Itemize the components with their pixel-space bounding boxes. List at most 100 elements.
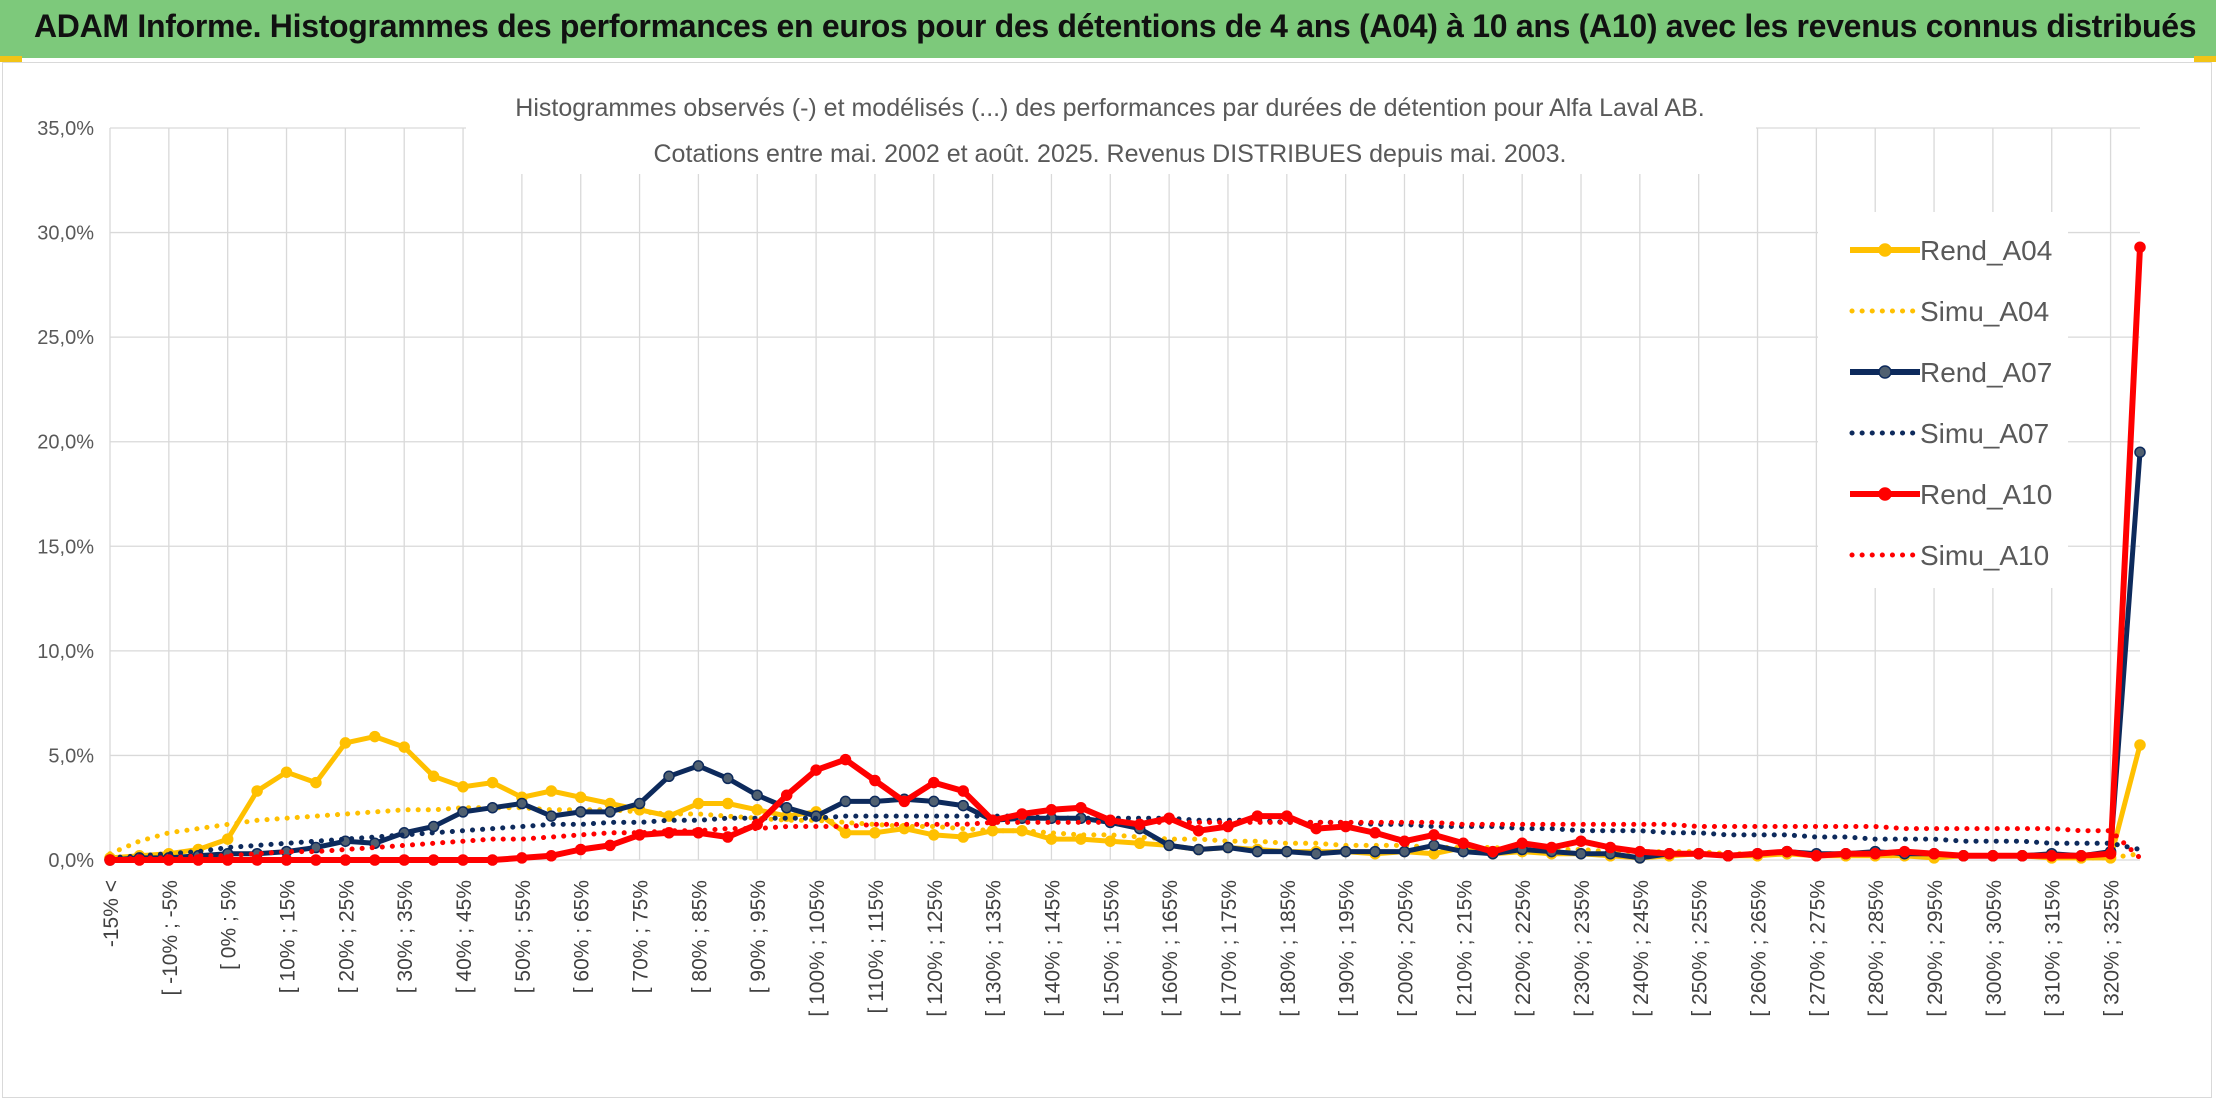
x-tick-label: [ 70% ; 75% xyxy=(630,880,653,993)
data-point xyxy=(457,854,469,866)
y-tick-label: 35,0% xyxy=(37,118,94,140)
data-point xyxy=(751,789,763,801)
chart-grid xyxy=(109,127,2140,861)
data-point xyxy=(1575,835,1587,847)
x-tick-label: [ 270% ; 275% xyxy=(1806,880,1829,1017)
x-tick-label: [ 280% ; 285% xyxy=(1865,880,1888,1017)
data-point xyxy=(869,774,881,787)
data-point xyxy=(722,797,734,810)
y-axis-ticks: 0,0% 5,0% 10,0% 15,0% 20,0% 25,0% 30,0% 35,0% xyxy=(37,118,94,872)
data-point xyxy=(1369,827,1381,839)
x-tick-label: [ 220% ; 225% xyxy=(1512,880,1535,1017)
x-tick-label: [ 230% ; 235% xyxy=(1571,880,1594,1017)
data-point xyxy=(1192,843,1205,856)
data-point xyxy=(1339,845,1352,858)
x-tick-label: [ 40% ; 45% xyxy=(453,880,476,993)
x-tick-label: [ 10% ; 15% xyxy=(277,880,300,993)
report-title: ADAM Informe. Histogrammes des performan… xyxy=(34,8,2197,44)
data-point xyxy=(457,806,469,818)
data-point xyxy=(1898,845,1911,858)
data-point xyxy=(1222,841,1234,854)
x-tick-label: [ 110% ; 115% xyxy=(865,880,888,1013)
data-point xyxy=(1516,837,1528,850)
chart-title: Histogrammes observés (-) et modélisés (… xyxy=(515,94,1704,122)
legend-item: Rend_A07 xyxy=(1850,357,2052,388)
data-point xyxy=(1545,841,1558,854)
y-tick-label: 30,0% xyxy=(37,223,94,245)
data-point xyxy=(839,795,852,808)
legend-label: Simu_A04 xyxy=(1920,296,2049,327)
chart-subtitle: Cotations entre mai. 2002 et août. 2025.… xyxy=(653,140,1566,168)
data-point xyxy=(692,760,705,772)
data-point xyxy=(280,766,293,778)
legend-marker xyxy=(1878,487,1892,501)
data-point xyxy=(1987,850,1999,862)
x-tick-label: [ 0% ; 5% xyxy=(218,880,241,970)
data-point xyxy=(280,854,293,866)
data-point xyxy=(1310,822,1322,835)
y-tick-label: 15,0% xyxy=(37,536,94,558)
data-point xyxy=(1692,847,1705,860)
legend-background xyxy=(1818,212,2068,588)
legend-item: Rend_A10 xyxy=(1850,479,2052,510)
data-point xyxy=(1075,801,1087,814)
data-point xyxy=(957,831,969,843)
x-tick-label: [ 200% ; 205% xyxy=(1394,880,1417,1017)
data-point xyxy=(2134,241,2146,253)
data-point xyxy=(1251,845,1264,858)
x-tick-label: [ 320% ; 325% xyxy=(2101,880,2124,1017)
data-point xyxy=(780,801,793,814)
data-point xyxy=(486,776,499,789)
data-point xyxy=(369,730,381,743)
data-point xyxy=(339,854,352,866)
legend-item: Simu_A04 xyxy=(1849,296,2049,327)
data-point xyxy=(1751,847,1764,860)
data-point xyxy=(516,852,528,864)
data-point xyxy=(574,843,587,856)
data-point xyxy=(1634,845,1646,858)
data-point xyxy=(310,854,322,866)
chart-legend: Rend_A04 Simu_A04 Rend_A07 Simu_A07 Rend_A10… xyxy=(1818,212,2068,588)
data-point xyxy=(1428,829,1440,841)
data-point xyxy=(574,791,587,804)
data-point xyxy=(1781,845,1793,858)
data-point xyxy=(1369,845,1381,858)
x-tick-label: [ -10% ; -5% xyxy=(159,880,182,996)
x-tick-label: [ 130% ; 135% xyxy=(983,880,1006,1017)
x-tick-label: [ 180% ; 185% xyxy=(1277,880,1300,1017)
x-tick-label: [ 250% ; 255% xyxy=(1689,880,1712,1017)
data-point xyxy=(545,810,558,822)
data-point xyxy=(1398,845,1411,858)
x-tick-label: [ 50% ; 55% xyxy=(512,880,535,993)
y-tick-label: 20,0% xyxy=(37,432,94,454)
legend-item: Simu_A07 xyxy=(1849,418,2049,449)
data-point xyxy=(1133,837,1146,850)
x-tick-label: [ 210% ; 215% xyxy=(1453,880,1476,1017)
data-point xyxy=(722,772,734,785)
data-point xyxy=(1192,824,1205,837)
x-tick-label: [ 170% ; 175% xyxy=(1218,880,1241,1017)
x-tick-label: [ 80% ; 85% xyxy=(688,880,711,993)
data-point xyxy=(1045,804,1058,816)
data-point xyxy=(339,737,352,749)
x-tick-label: [ 150% ; 155% xyxy=(1100,880,1123,1017)
legend-label: Rend_A04 xyxy=(1920,235,2052,266)
chart-frame xyxy=(2,62,2212,1098)
data-point xyxy=(2134,446,2146,458)
y-tick-label: 5,0% xyxy=(48,745,94,767)
data-point xyxy=(869,827,881,839)
chart-series xyxy=(104,241,2146,866)
legend-marker xyxy=(1878,365,1892,379)
data-point xyxy=(486,801,499,814)
data-point xyxy=(1398,835,1411,847)
data-point xyxy=(604,806,616,818)
data-point xyxy=(928,795,940,808)
series-Rend_A10 xyxy=(104,241,2146,866)
y-tick-label: 0,0% xyxy=(48,850,94,872)
x-tick-label: [ 90% ; 95% xyxy=(747,880,770,993)
legend-marker xyxy=(1878,243,1892,257)
data-point xyxy=(1722,850,1734,862)
legend-label: Rend_A10 xyxy=(1920,479,2052,510)
data-point xyxy=(692,797,705,810)
